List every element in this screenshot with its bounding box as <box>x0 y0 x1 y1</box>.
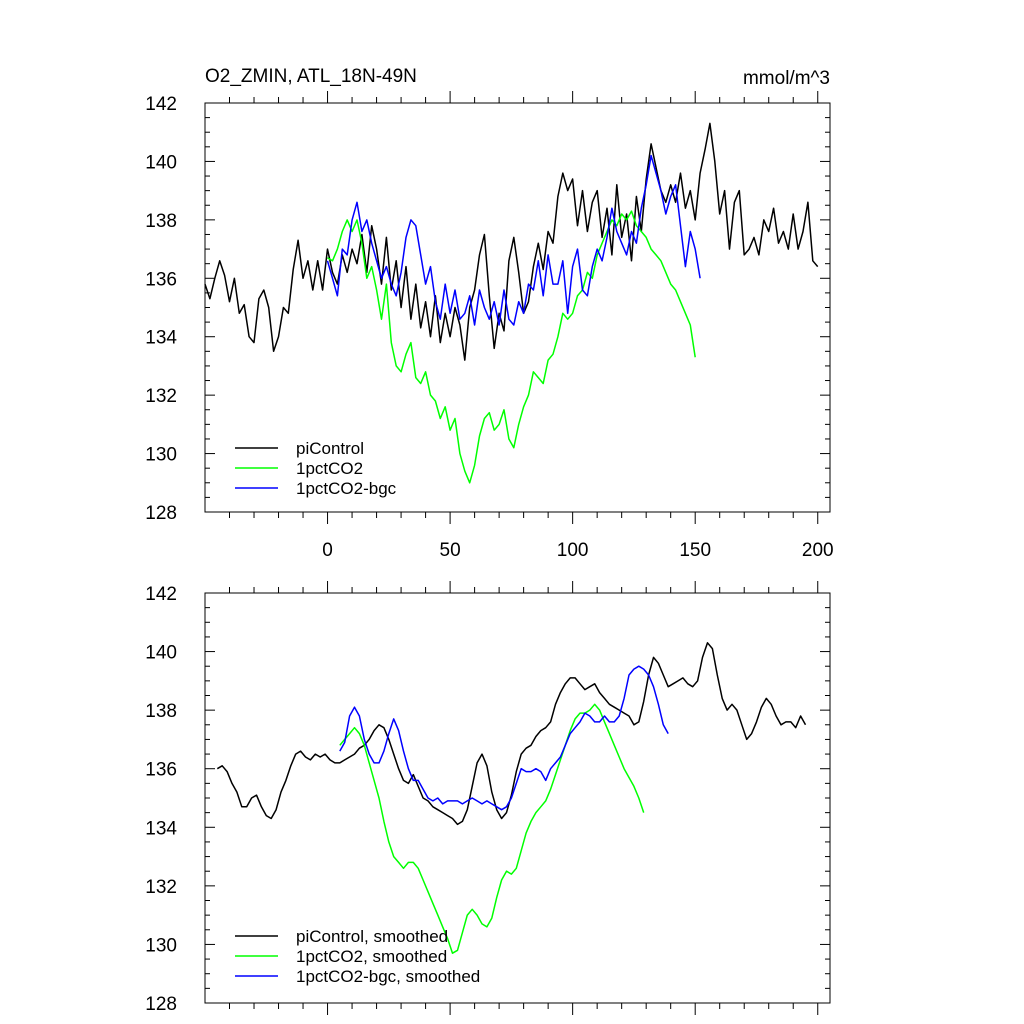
series-line-1pctco2-bgc <box>326 154 701 326</box>
y-tick-label: 134 <box>145 818 177 839</box>
y-tick-label: 132 <box>145 386 177 407</box>
y-tick-label: 128 <box>145 994 177 1015</box>
y-tick-label: 142 <box>145 94 177 115</box>
x-tick-label: 0 <box>322 540 333 561</box>
series-line-1pctco2 <box>327 210 696 484</box>
x-tick-label: 200 <box>802 540 834 561</box>
y-tick-label: 138 <box>145 211 177 232</box>
top-panel: 128 130 132 134 136 138 140 142 0 50 100 150 200 piCo… <box>145 91 834 561</box>
y-tick-label: 132 <box>145 877 177 898</box>
x-tick-label: 100 <box>557 540 589 561</box>
y-tick-label: 142 <box>145 584 177 605</box>
series-line-picontrol-smoothed <box>216 642 807 826</box>
units-label: mmol/m^3 <box>743 68 830 89</box>
y-tick-label: 140 <box>145 152 177 173</box>
legend-label: piControl <box>296 439 364 458</box>
y-tick-label: 136 <box>145 760 177 781</box>
y-tick-label: 140 <box>145 643 177 664</box>
bottom-panel: 128 130 132 134 136 138 140 142 piControl, smoot… <box>145 581 831 1015</box>
y-tick-label: 130 <box>145 445 177 466</box>
y-tick-label: 130 <box>145 935 177 956</box>
series-line-picontrol <box>204 122 819 361</box>
x-tick-label: 150 <box>679 540 711 561</box>
legend-label: piControl, smoothed <box>296 927 448 946</box>
x-tick-label: 50 <box>440 540 461 561</box>
legend-label: 1pctCO2-bgc <box>296 479 397 498</box>
y-tick-label: 134 <box>145 328 177 349</box>
series-line-1pctco2-bgc-smoothed <box>339 665 669 811</box>
y-tick-label: 138 <box>145 701 177 722</box>
legend-label: 1pctCO2, smoothed <box>296 947 447 966</box>
legend-label: 1pctCO2-bgc, smoothed <box>296 967 480 986</box>
y-tick-label: 136 <box>145 269 177 290</box>
series-line-1pctco2-smoothed <box>339 703 645 954</box>
legend-label: 1pctCO2 <box>296 459 363 478</box>
y-tick-label: 128 <box>145 503 177 524</box>
figure-title: O2_ZMIN, ATL_18N-49N <box>205 66 417 87</box>
